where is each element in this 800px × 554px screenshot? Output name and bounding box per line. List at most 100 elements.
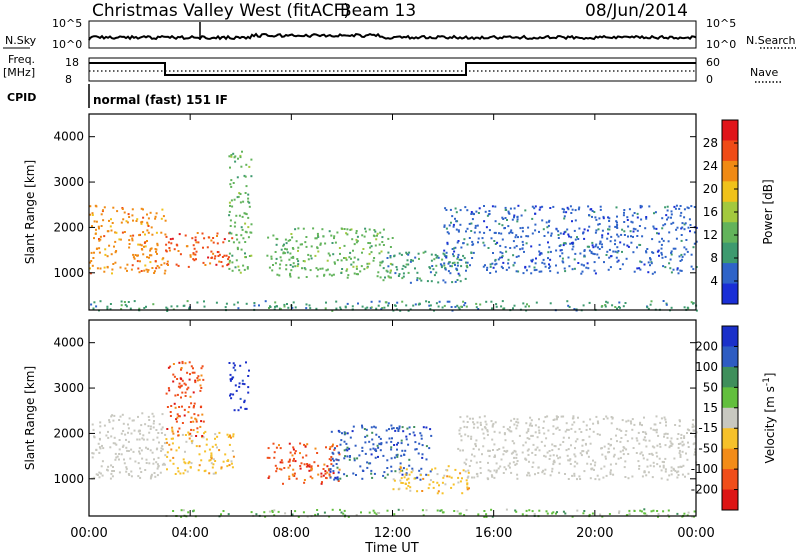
range-cell <box>630 235 632 238</box>
range-cell <box>419 432 422 435</box>
range-cell <box>603 465 606 468</box>
range-cell <box>548 450 551 452</box>
range-cell <box>379 231 382 234</box>
range-cell <box>521 247 524 250</box>
range-cell <box>479 424 482 426</box>
range-cell <box>167 241 170 244</box>
range-cell <box>568 306 571 308</box>
range-cell <box>457 306 460 309</box>
range-cell <box>568 265 571 268</box>
range-cell <box>192 391 195 394</box>
range-cell <box>124 267 127 270</box>
range-cell <box>371 438 374 441</box>
range-cell <box>593 261 596 264</box>
range-cell <box>106 265 109 268</box>
range-cell <box>234 266 237 269</box>
range-cell <box>593 468 595 471</box>
range-cell <box>343 228 346 230</box>
range-cell <box>240 165 243 168</box>
range-cell <box>674 207 677 210</box>
range-cell <box>405 263 408 266</box>
range-cell <box>324 307 327 310</box>
range-cell <box>649 264 651 267</box>
range-cell <box>599 240 602 243</box>
range-cell <box>487 469 490 472</box>
range-cell <box>328 448 331 450</box>
range-cell <box>556 511 558 514</box>
range-cell <box>224 306 227 309</box>
range-cell <box>544 416 547 419</box>
range-cell <box>140 207 143 210</box>
range-cell <box>236 196 239 199</box>
range-cell <box>212 458 215 461</box>
range-cell <box>409 486 412 489</box>
range-cell <box>504 439 507 442</box>
range-cell <box>275 257 278 260</box>
range-cell <box>366 461 369 464</box>
range-cell <box>140 222 143 225</box>
range-cell <box>681 444 684 447</box>
range-cell <box>619 306 621 309</box>
range-cell <box>286 303 288 305</box>
range-cell <box>544 265 547 268</box>
range-cell <box>576 438 579 441</box>
range-cell <box>577 208 580 211</box>
range-cell <box>232 366 235 369</box>
range-cell <box>510 452 513 455</box>
x-tick-label: 16:00 <box>475 526 512 541</box>
range-cell <box>144 469 147 471</box>
range-cell <box>232 393 235 396</box>
colorbar-swatch <box>722 387 738 409</box>
range-cell <box>500 265 503 268</box>
range-cell <box>149 428 152 430</box>
range-cell <box>335 307 338 310</box>
range-cell <box>316 275 319 278</box>
range-cell <box>536 446 539 449</box>
x-tick-label: 00:00 <box>677 526 714 541</box>
range-cell <box>102 209 104 212</box>
range-cell <box>325 301 327 304</box>
range-cell <box>567 478 570 480</box>
range-cell <box>513 261 516 264</box>
range-cell <box>144 264 147 267</box>
range-cell <box>421 490 424 492</box>
range-cell <box>140 244 143 247</box>
range-cell <box>504 217 507 219</box>
range-cell <box>315 237 318 240</box>
range-cell <box>623 466 626 469</box>
range-cell <box>352 249 354 252</box>
range-cell <box>652 428 655 431</box>
range-cell <box>203 300 205 303</box>
range-cell <box>548 219 551 222</box>
range-cell <box>405 472 408 475</box>
range-cell <box>507 262 510 265</box>
range-cell <box>228 155 231 158</box>
nsky-label: N.Sky <box>5 34 37 47</box>
range-cell <box>408 458 411 461</box>
range-cell <box>593 464 596 467</box>
colorbar-swatch <box>722 283 738 305</box>
range-cell <box>674 469 677 472</box>
range-cell <box>294 450 297 453</box>
range-cell <box>121 231 124 234</box>
range-cell <box>651 272 654 275</box>
range-cell <box>598 478 601 481</box>
range-cell <box>693 453 696 456</box>
range-cell <box>624 476 627 478</box>
range-cell <box>112 206 115 209</box>
range-cell <box>131 239 134 242</box>
range-cell <box>242 264 245 267</box>
range-cell <box>352 265 355 268</box>
range-cell <box>540 252 543 255</box>
colorbar-tick-label: 8 <box>710 251 718 265</box>
range-cell <box>292 256 295 259</box>
range-cell <box>303 443 306 446</box>
range-cell <box>206 246 209 249</box>
range-cell <box>217 251 220 254</box>
range-cell <box>643 416 645 419</box>
range-cell <box>632 235 634 238</box>
range-cell <box>588 249 591 252</box>
range-cell <box>152 438 155 441</box>
range-cell <box>408 426 411 429</box>
range-cell <box>413 477 416 480</box>
